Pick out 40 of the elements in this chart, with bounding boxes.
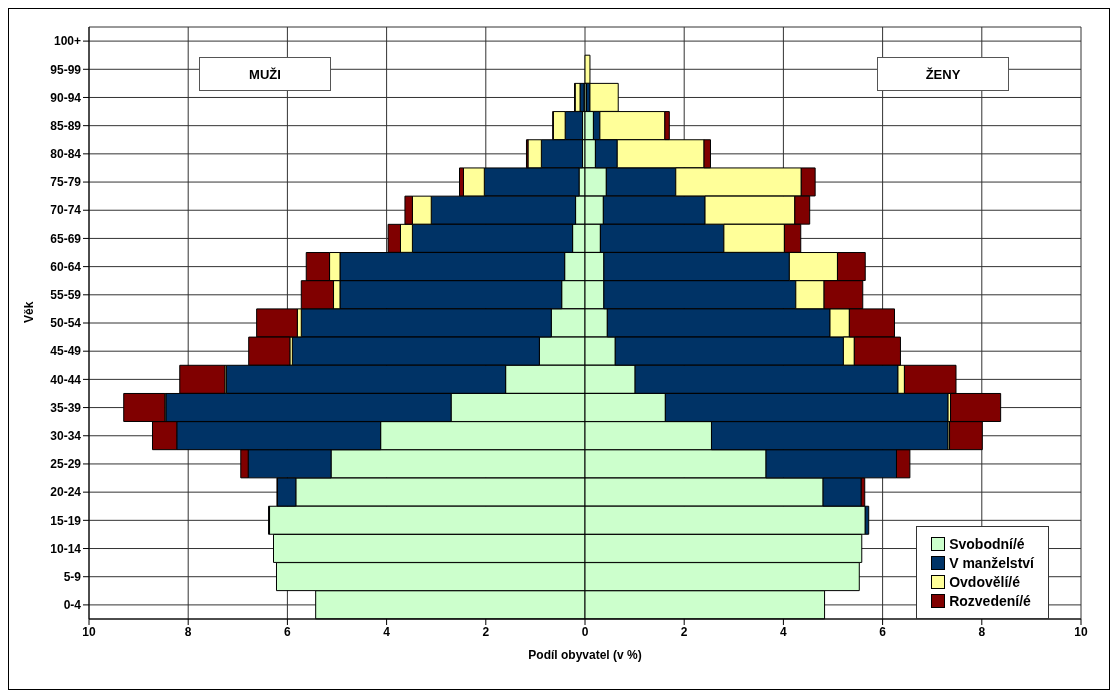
x-tick-label: 6 bbox=[284, 624, 292, 639]
x-tick-label: 2 bbox=[482, 624, 490, 639]
y-tick-label: 45-49 bbox=[50, 344, 82, 359]
y-tick-label: 85-89 bbox=[50, 118, 82, 133]
legend-label: V manželství bbox=[949, 555, 1034, 571]
y-tick-label: 50-54 bbox=[50, 316, 82, 331]
x-tick-label: 4 bbox=[780, 624, 788, 639]
text-box: ŽENY bbox=[877, 57, 1009, 91]
x-tick-label: 2 bbox=[680, 624, 688, 639]
x-axis-title: Podíl obyvatel (v %) bbox=[528, 648, 642, 662]
y-tick-label: 30-34 bbox=[50, 429, 82, 444]
x-tick-label: 8 bbox=[978, 624, 986, 639]
y-tick-label: 25-29 bbox=[50, 457, 82, 472]
y-tick-label: 35-39 bbox=[50, 400, 82, 415]
y-tick-label: 95-99 bbox=[50, 62, 82, 77]
y-tick-label: 15-19 bbox=[50, 513, 82, 528]
legend-label: Rozvedení/é bbox=[949, 593, 1031, 609]
x-tick-label: 6 bbox=[879, 624, 887, 639]
x-tick-label: 4 bbox=[383, 624, 391, 639]
text-box: MUŽI bbox=[199, 57, 331, 91]
y-tick-label: 100+ bbox=[53, 34, 81, 49]
legend-label: Ovdovělí/é bbox=[949, 574, 1020, 590]
y-tick-label: 80-84 bbox=[50, 147, 82, 162]
x-tick-label: 10 bbox=[82, 624, 96, 639]
y-tick-label: 10-14 bbox=[50, 541, 82, 556]
y-tick-label: 40-44 bbox=[50, 372, 82, 387]
y-tick-label: 20-24 bbox=[50, 485, 82, 500]
y-axis-title: Věk bbox=[22, 301, 37, 323]
x-tick-label: 10 bbox=[1074, 624, 1088, 639]
y-tick-label: 75-79 bbox=[50, 175, 82, 190]
x-tick-label: 8 bbox=[184, 624, 192, 639]
y-tick-label: 65-69 bbox=[50, 231, 82, 246]
y-tick-label: 90-94 bbox=[50, 90, 82, 105]
legend-label: Svobodní/é bbox=[949, 536, 1025, 552]
y-tick-label: 70-74 bbox=[50, 203, 82, 218]
x-tick-label: 0 bbox=[581, 624, 589, 639]
y-tick-label: 60-64 bbox=[50, 259, 82, 274]
y-tick-label: 5-9 bbox=[63, 569, 82, 584]
y-tick-label: 55-59 bbox=[50, 288, 82, 303]
y-tick-label: 0-4 bbox=[63, 598, 82, 613]
